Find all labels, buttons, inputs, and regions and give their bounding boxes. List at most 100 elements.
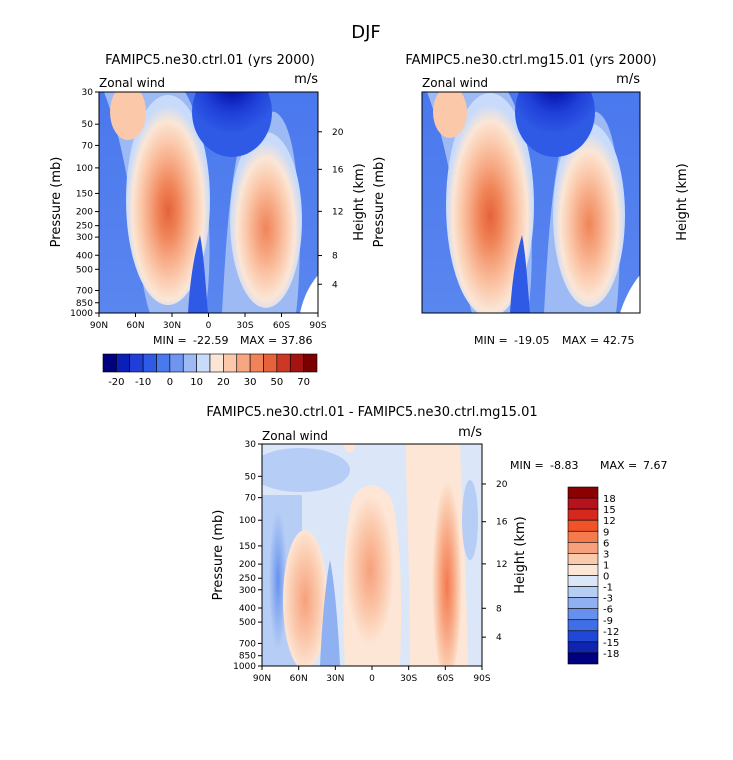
x-tick-label: 90N bbox=[90, 321, 108, 331]
colorbar-swatch bbox=[116, 353, 131, 373]
plot-frame bbox=[421, 91, 641, 314]
plot-frame bbox=[261, 443, 483, 667]
x-tick-label: 60N bbox=[126, 321, 144, 331]
colorbar-swatch bbox=[567, 597, 599, 609]
colorbar-swatch bbox=[102, 353, 117, 373]
y-tick-label: 70 bbox=[82, 141, 94, 151]
min-label: MIN = bbox=[153, 334, 187, 347]
y-tick-label: 70 bbox=[245, 494, 257, 504]
colorbar-swatch bbox=[156, 353, 171, 373]
x-tick-label: 30N bbox=[163, 321, 181, 331]
colorbar-label: 12 bbox=[603, 516, 616, 527]
x-tick-label: 90S bbox=[473, 674, 490, 684]
max-value: 42.75 bbox=[603, 334, 635, 347]
colorbar-swatch bbox=[567, 542, 599, 554]
colorbar-swatch bbox=[567, 508, 599, 521]
y-tick-label: 200 bbox=[76, 208, 93, 218]
y-tick-label: 500 bbox=[76, 265, 93, 275]
variable-label: Zonal wind bbox=[262, 429, 328, 443]
colorbar-swatch bbox=[567, 630, 599, 643]
jet-south bbox=[553, 123, 625, 307]
x-tick-label: 60S bbox=[273, 321, 290, 331]
height-tick-label: 4 bbox=[332, 280, 338, 290]
y-tick-label: 30 bbox=[82, 88, 94, 98]
y-tick-label: 1000 bbox=[70, 309, 93, 319]
colorbar-swatch bbox=[567, 486, 599, 499]
colorbar-swatch bbox=[142, 353, 157, 373]
height-tick-label: 20 bbox=[496, 480, 508, 490]
colorbar-swatch bbox=[567, 586, 599, 598]
colorbar-label: 9 bbox=[603, 527, 609, 538]
easterlies-lower bbox=[188, 235, 208, 313]
y-tick-label: 850 bbox=[76, 299, 93, 309]
colorbar-swatch bbox=[567, 553, 599, 565]
colorbar-label: -10 bbox=[135, 377, 151, 388]
y-tick-label: 150 bbox=[76, 189, 93, 199]
max-label: MAX = bbox=[600, 459, 637, 472]
x-tick-label: 30N bbox=[326, 674, 344, 684]
y-axis-right: 4 8 12 16 20 bbox=[318, 128, 344, 290]
colorbar-swatch bbox=[567, 652, 599, 665]
y-tick-label: 250 bbox=[239, 574, 256, 584]
negative-polar bbox=[462, 480, 478, 560]
x-tick-label: 0 bbox=[369, 674, 375, 684]
x-axis: 90N 60N 30N 0 30S 60S 90S bbox=[253, 666, 491, 684]
min-value: -8.83 bbox=[550, 459, 578, 472]
max-value: 7.67 bbox=[643, 459, 668, 472]
colorbar-label: -18 bbox=[603, 649, 619, 660]
min-label: MIN = bbox=[474, 334, 508, 347]
x-tick-label: 60N bbox=[290, 674, 308, 684]
colorbar-swatch bbox=[289, 353, 304, 373]
easterlies-lower bbox=[510, 235, 530, 313]
colorbar-swatch bbox=[567, 497, 599, 510]
x-tick-label: 90S bbox=[309, 321, 326, 331]
stats: MIN = -19.05 MAX = 42.75 bbox=[474, 334, 635, 347]
colorbar-label: 3 bbox=[603, 549, 609, 560]
colorbar-label: -3 bbox=[603, 594, 613, 605]
units-label: m/s bbox=[616, 72, 640, 87]
y-tick-label: 300 bbox=[239, 586, 256, 596]
panel-title: FAMIPC5.ne30.ctrl.mg15.01 (yrs 2000) bbox=[405, 53, 656, 68]
figure-title: DJF bbox=[351, 22, 381, 43]
jet-north bbox=[126, 95, 210, 305]
panel-diff: FAMIPC5.ne30.ctrl.01 - FAMIPC5.ne30.ctrl… bbox=[206, 405, 668, 667]
y-axis-right-label: Height (km) bbox=[513, 516, 528, 593]
y-tick-label: 200 bbox=[239, 560, 256, 570]
easterlies-upper bbox=[192, 92, 272, 157]
colorbar-label: 0 bbox=[603, 572, 609, 583]
y-tick-label: 400 bbox=[239, 604, 256, 614]
y-axis-right-label: Height (km) bbox=[675, 163, 690, 240]
colorbar-swatch bbox=[567, 619, 599, 632]
variable-label: Zonal wind bbox=[422, 76, 488, 90]
x-tick-label: 30S bbox=[236, 321, 253, 331]
colorbar-swatch bbox=[129, 353, 144, 373]
panel-mg15: FAMIPC5.ne30.ctrl.mg15.01 (yrs 2000) Zon… bbox=[233, 53, 690, 684]
height-tick-label: 8 bbox=[496, 604, 502, 614]
panel-title: FAMIPC5.ne30.ctrl.01 - FAMIPC5.ne30.ctrl… bbox=[206, 405, 537, 420]
colorbar-label: -1 bbox=[603, 583, 613, 594]
colorbar-label: 1 bbox=[603, 560, 609, 571]
colorbar-label: 30 bbox=[244, 377, 257, 388]
units-label: m/s bbox=[458, 425, 482, 440]
x-tick-label: 30S bbox=[400, 674, 417, 684]
y-tick-label: 850 bbox=[239, 652, 256, 662]
jet-north bbox=[446, 93, 534, 313]
y-tick-label: 400 bbox=[76, 251, 93, 261]
height-tick-label: 8 bbox=[332, 252, 338, 262]
colorbar-label: -6 bbox=[603, 605, 613, 616]
height-tick-label: 20 bbox=[332, 128, 344, 138]
colorbar-swatch bbox=[182, 353, 197, 373]
x-axis: 90N 60N 30N 0 30S 60S 90S bbox=[90, 313, 327, 331]
colorbar-swatch bbox=[223, 353, 238, 373]
x-tick-label: 0 bbox=[206, 321, 212, 331]
colorbar-swatch bbox=[567, 641, 599, 654]
colorbar-swatch bbox=[263, 353, 278, 373]
colorbar-label: 15 bbox=[603, 505, 616, 516]
polar-south bbox=[300, 275, 318, 313]
colorbar-label: -15 bbox=[603, 638, 619, 649]
min-value: -19.05 bbox=[514, 334, 549, 347]
jet-north-upper bbox=[433, 92, 467, 138]
stats: MIN = -8.83 MAX = 7.67 bbox=[510, 459, 668, 472]
